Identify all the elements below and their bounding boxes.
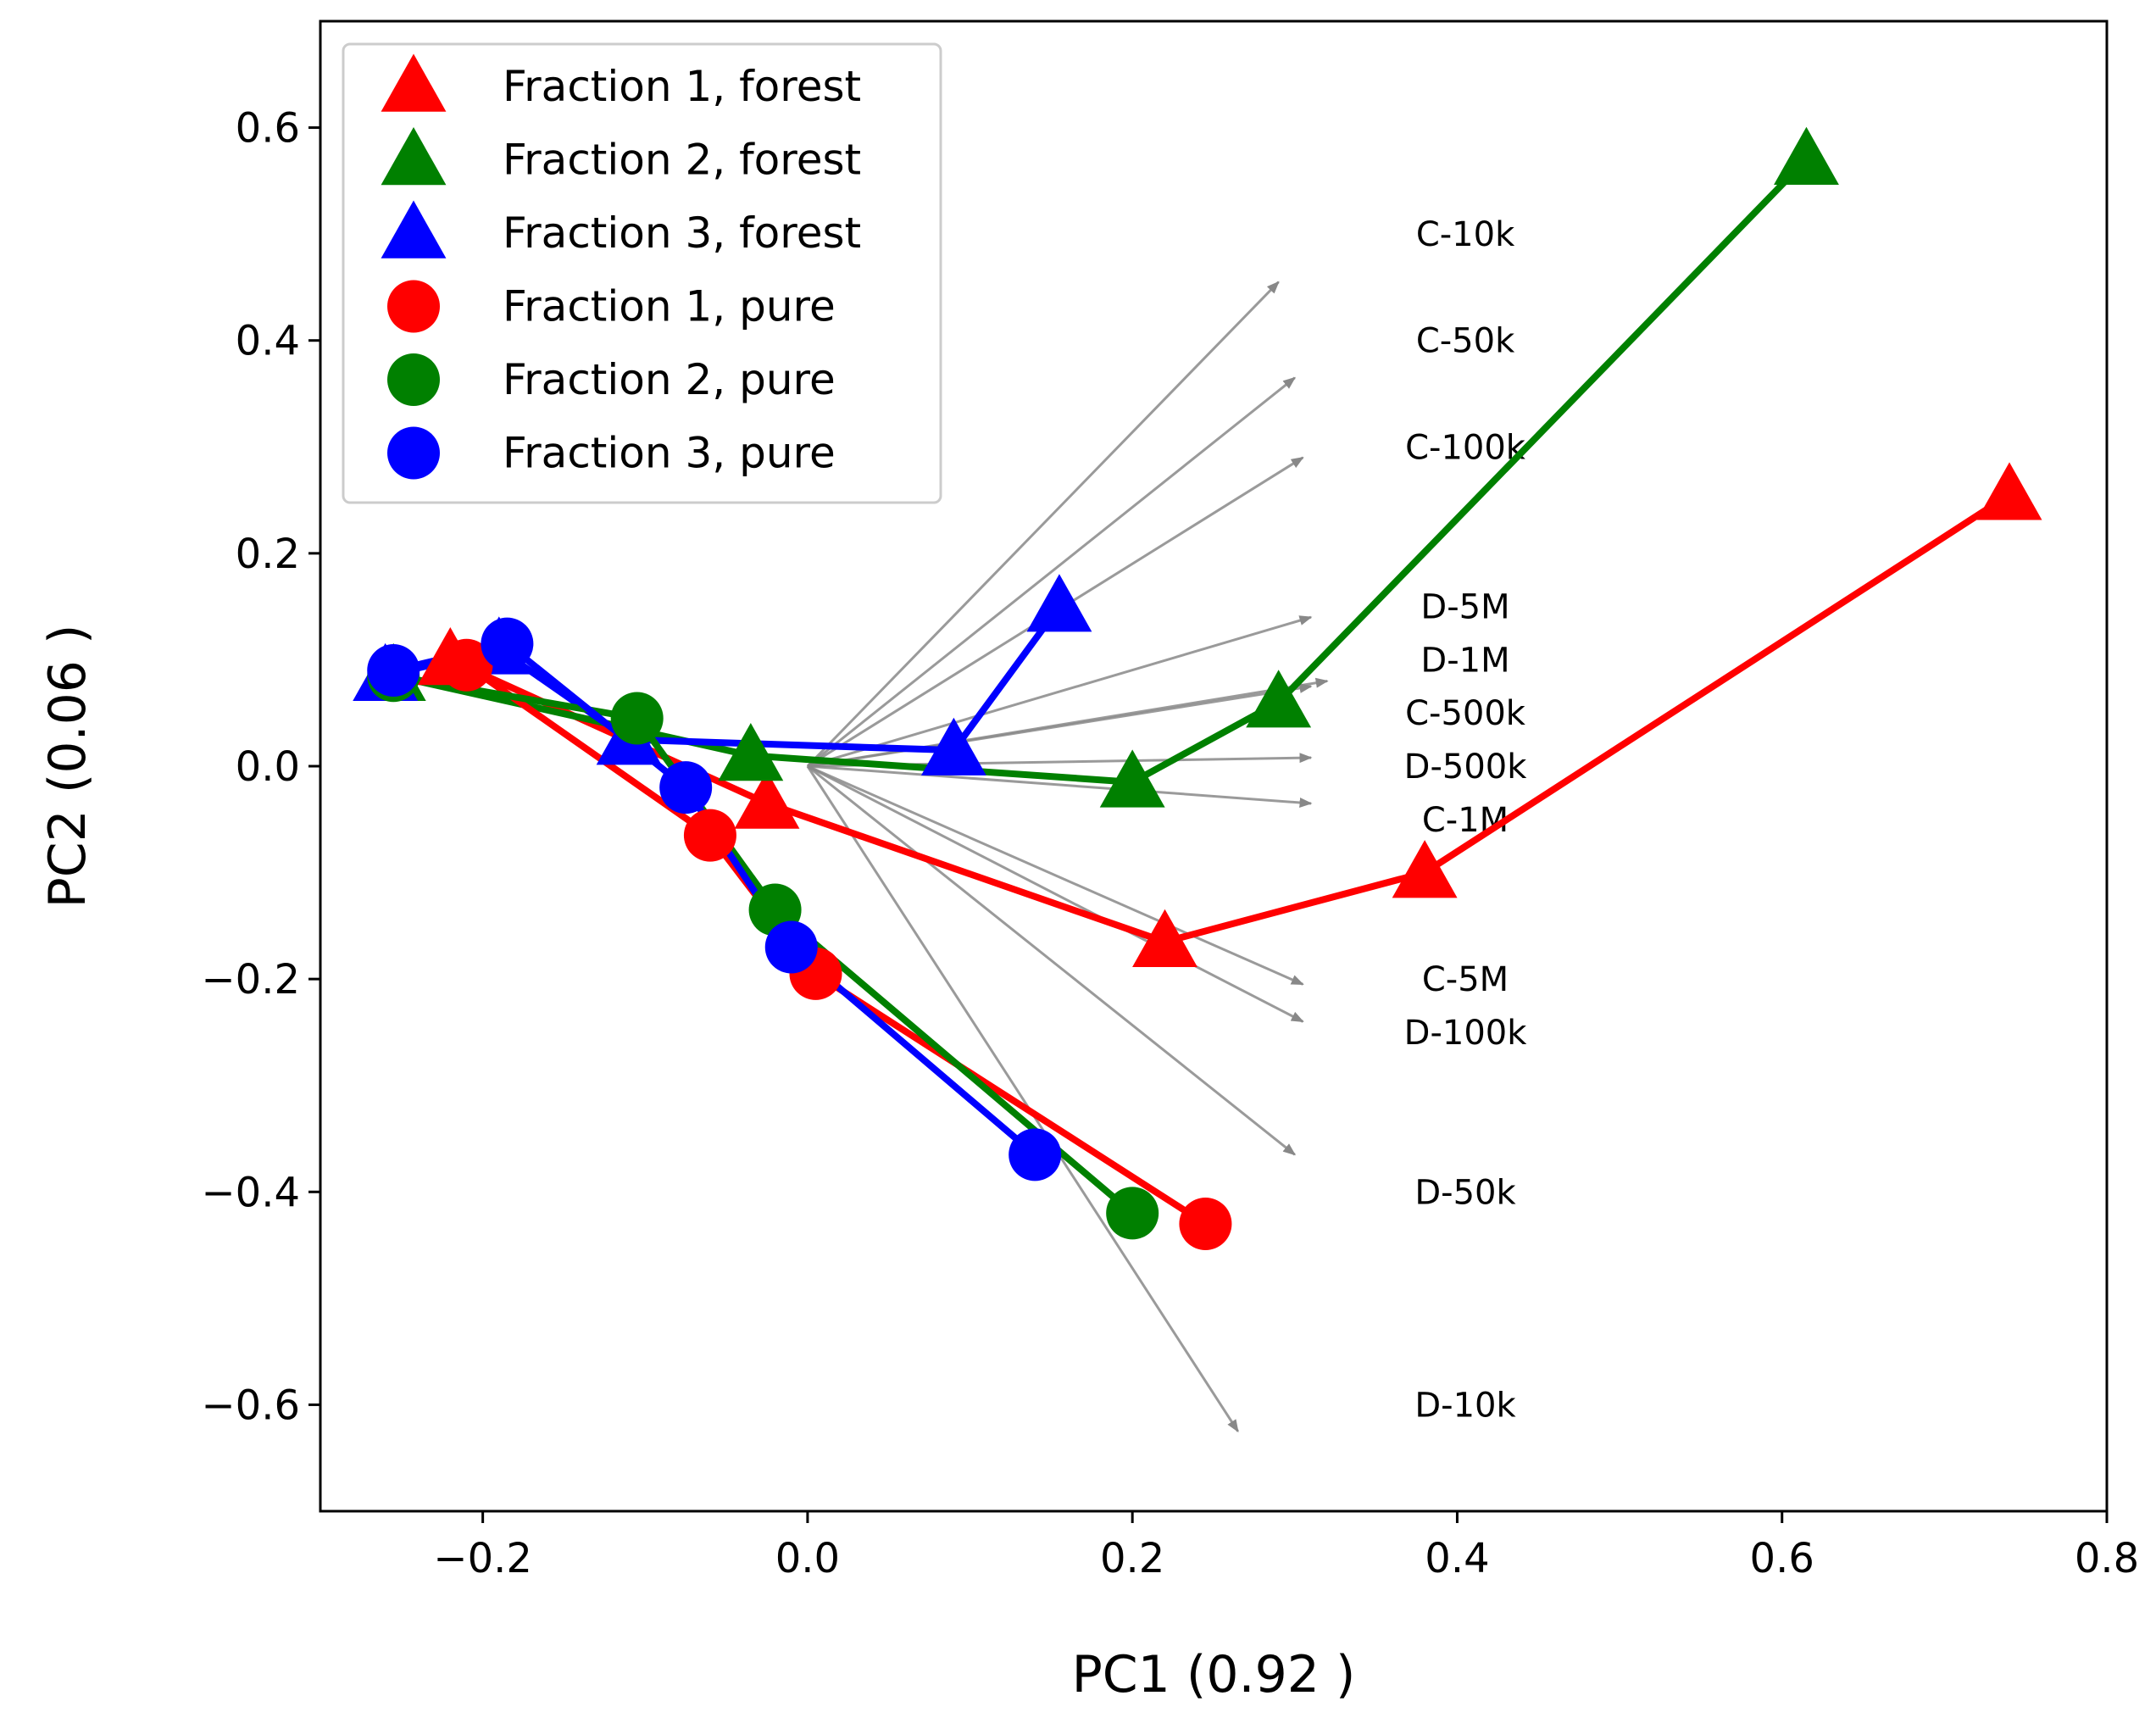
circle-point	[367, 643, 420, 697]
x-axis: −0.2 0.0 0.2 0.4 0.6 0.8	[433, 1511, 2139, 1582]
legend-triangle-icon	[381, 53, 447, 112]
x-tick-label: −0.2	[433, 1535, 532, 1582]
triangle-point	[1132, 909, 1197, 967]
legend-label: Fraction 3, pure	[503, 429, 836, 478]
triangle-point	[1246, 670, 1312, 728]
y-tick-label: −0.4	[201, 1169, 300, 1216]
legend-label: Fraction 2, pure	[503, 355, 836, 404]
legend-triangle-icon	[381, 127, 447, 186]
loading-label: D-5M	[1420, 588, 1509, 627]
series-layer	[353, 126, 2042, 1250]
legend-circle-icon	[387, 353, 440, 406]
circle-point	[481, 617, 534, 670]
loading-arrow	[806, 764, 1296, 1156]
y-tick-label: 0.0	[236, 743, 300, 791]
legend-circle-icon	[387, 426, 440, 480]
loading-label: C-100k	[1405, 428, 1526, 467]
legend-entry: Fraction 1, forest	[381, 53, 861, 112]
legend-label: Fraction 1, pure	[503, 282, 836, 331]
circle-point	[764, 920, 818, 974]
legend-label: Fraction 2, forest	[503, 136, 861, 185]
legend-box	[342, 42, 942, 504]
loadings-layer: C-10k C-50k C-100k D-5M D-1M C-500k D-500k C-1M…	[806, 215, 1528, 1433]
triangle-point	[1392, 840, 1458, 898]
loading-label: C-5M	[1422, 960, 1509, 999]
triangle-point	[718, 723, 784, 781]
loading-arrow	[807, 764, 1304, 986]
circle-point	[1009, 1128, 1062, 1181]
loading-label: C-50k	[1416, 322, 1515, 361]
loading-arrow	[807, 764, 1304, 1023]
legend-entry: Fraction 2, pure	[387, 353, 836, 406]
loading-label: D-50k	[1414, 1173, 1516, 1212]
circle-point	[659, 761, 713, 814]
loading-arrow	[807, 677, 1329, 768]
x-tick-label: 0.6	[1750, 1535, 1814, 1582]
loading-label: D-100k	[1404, 1014, 1528, 1053]
y-axis-label: PC2 (0.06 )	[38, 625, 97, 909]
legend-circle-icon	[387, 280, 440, 333]
loading-label: D-1M	[1420, 641, 1509, 680]
legend-entry: Fraction 2, forest	[381, 127, 861, 186]
circle-point	[683, 809, 736, 862]
circle-point	[1106, 1187, 1159, 1240]
y-axis: −0.6 −0.4 −0.2 0.0 0.2 0.4 0.6	[201, 105, 320, 1429]
triangle-point	[734, 770, 800, 829]
legend-entry: Fraction 1, pure	[387, 280, 836, 333]
triangle-point	[1026, 574, 1092, 632]
x-axis-label: PC1 (0.92 )	[1072, 1645, 1356, 1704]
loading-label: D-10k	[1414, 1386, 1516, 1425]
triangle-point	[1976, 462, 2042, 520]
x-tick-label: 0.0	[775, 1535, 840, 1582]
x-tick-label: 0.8	[2075, 1535, 2139, 1582]
triangle-point	[1774, 126, 1839, 186]
loading-label: D-500k	[1404, 748, 1528, 787]
legend-entry: Fraction 3, pure	[387, 426, 836, 480]
x-tick-label: 0.4	[1425, 1535, 1489, 1582]
x-tick-label: 0.2	[1100, 1535, 1164, 1582]
loading-label: C-10k	[1416, 215, 1515, 254]
y-tick-label: −0.2	[201, 956, 300, 1003]
loading-label: C-1M	[1422, 801, 1509, 840]
circle-point	[440, 638, 493, 692]
y-tick-label: 0.4	[236, 318, 300, 365]
triangle-point	[1099, 749, 1165, 808]
y-tick-label: 0.2	[236, 531, 300, 578]
loading-arrow	[807, 615, 1313, 768]
loading-arrow	[806, 376, 1296, 768]
triangle-point	[920, 717, 986, 776]
circle-point	[610, 692, 664, 745]
legend-label: Fraction 3, forest	[503, 208, 861, 258]
legend-triangle-icon	[381, 200, 447, 259]
legend-entry: Fraction 3, forest	[381, 200, 861, 259]
loading-label: C-500k	[1405, 694, 1526, 733]
loading-arrow	[806, 281, 1280, 768]
legend: Fraction 1, forest Fraction 2, forest Frac…	[342, 42, 942, 504]
y-tick-label: −0.6	[201, 1382, 300, 1429]
y-tick-label: 0.6	[236, 105, 300, 153]
legend-label: Fraction 1, forest	[503, 62, 861, 111]
loading-arrow	[807, 764, 1313, 808]
loading-arrow	[806, 765, 1240, 1433]
circle-point	[1179, 1197, 1232, 1250]
